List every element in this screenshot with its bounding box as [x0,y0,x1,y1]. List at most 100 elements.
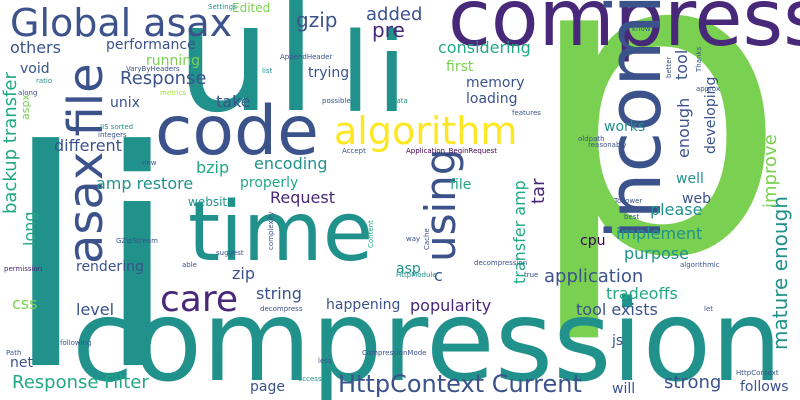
word-js: js [612,333,624,349]
word-along: along [18,89,38,97]
word-amp-restore: amp restore [96,174,194,193]
word-integers: integers [98,131,127,139]
word-oldpath: oldpath [578,135,605,143]
word-best: best [624,213,640,221]
word-code: code [155,92,319,171]
word-aspx: aspx [19,94,32,120]
word-happening: happening [326,297,401,313]
word-asax-file: asax file [58,63,114,264]
word-gzip: gzip [296,8,338,32]
word-ratio: ratio [36,77,53,85]
word-well: well [676,171,704,187]
word-better: better [665,56,673,78]
word-appendheader: AppendHeader [280,53,333,61]
word-thanks: Thanks [695,46,703,72]
word-tool-exists: tool exists [576,300,658,319]
word-content: Content [367,220,375,248]
word-cache: Cache [423,228,431,250]
word-void: void [20,61,50,77]
word-improve: improve [760,134,781,208]
word-properly: properly [240,175,299,191]
word-response: Response [120,68,207,89]
word-long: long [20,211,39,246]
word-c: c [434,266,443,285]
word-net: net [10,355,33,371]
word-features: features [512,109,541,117]
word-data: data [392,97,408,105]
word-performance: performance [106,37,196,53]
word-response-filter: Response Filter [12,372,149,393]
word-true: true [524,271,539,279]
word-bzip: bzip [196,158,230,177]
word-list: list [262,67,273,75]
word-care: care [160,279,239,320]
word-accept: Accept [342,147,366,155]
word-considering: considering [438,38,531,57]
word-li-medium: li [340,9,414,137]
word-website: website [188,195,235,209]
word-permission: permission [4,265,43,273]
word-request: Request [270,188,335,207]
word-zip: zip [232,264,255,283]
word-compression: compression [72,277,783,400]
word-approx: approx [696,85,721,93]
word-follows: follows [740,379,789,395]
word-algorithm: algorithm [334,109,518,153]
word-file: file [450,177,472,193]
word-httpmodule: HttpModule [396,271,437,279]
word-encoding: encoding [254,154,328,173]
word-trying: trying [308,65,350,81]
word-css: css [12,294,38,313]
word-time: time [188,185,374,280]
word-strong: strong [664,372,722,393]
word-complexity: complexity [267,211,275,251]
word-metrics: metrics [160,89,187,97]
word-pre: pre [372,18,405,42]
word-global-asax: Global asax [10,1,233,45]
word-li-large: li [4,87,187,400]
word-compressionmode: CompressionMode [362,349,427,357]
word-works: works [604,119,646,135]
word-application: application [544,266,644,287]
word-mature-enough: mature enough [768,196,792,350]
word-tool: tool [672,49,691,80]
word-tradeoffs: tradeoffs [606,284,678,303]
word-others: others [10,38,61,57]
word-decompression: decompression [474,259,528,267]
word-varybyheaders: VaryByHeaders [126,65,180,73]
word-cpu: cpu [580,233,606,249]
word-take: take [216,92,251,111]
word-able: able [182,261,197,269]
word-way: way [406,235,421,243]
word-access: access [298,375,322,383]
word-asp: asp [396,261,421,277]
word-gzipstream: GZipStream [116,237,158,245]
word-popularity: popularity [410,296,492,315]
word-reasonably: reasonably [588,141,627,149]
word-decompress: decompress [260,305,303,313]
word-know: know [632,25,651,33]
word-p: p [522,0,789,350]
word-rendering: rendering [76,259,144,275]
word-purpose: purpose [624,244,689,263]
word-compress: compress [448,0,800,64]
word-less: less [318,357,332,365]
word-running: running [146,53,201,69]
word-string: string [256,284,302,303]
word-different: different [54,136,122,155]
word-edited: Edited [232,1,271,15]
word-suggest: suggest [216,249,244,257]
word-level: level [76,300,115,319]
word-path: Path [6,349,22,357]
word-web: web [682,191,711,207]
word-iis-sorted: IIS sorted [100,123,134,131]
word-please: please [650,200,703,219]
word-implement: implement [616,224,703,243]
word-httpcontext-current: HttpContext Current [338,370,582,398]
word-let: let [704,305,713,313]
word-unix: unix [110,95,140,111]
word-possible: possible [322,97,351,105]
word-loading: loading [466,91,518,107]
word-page: page [250,379,285,395]
